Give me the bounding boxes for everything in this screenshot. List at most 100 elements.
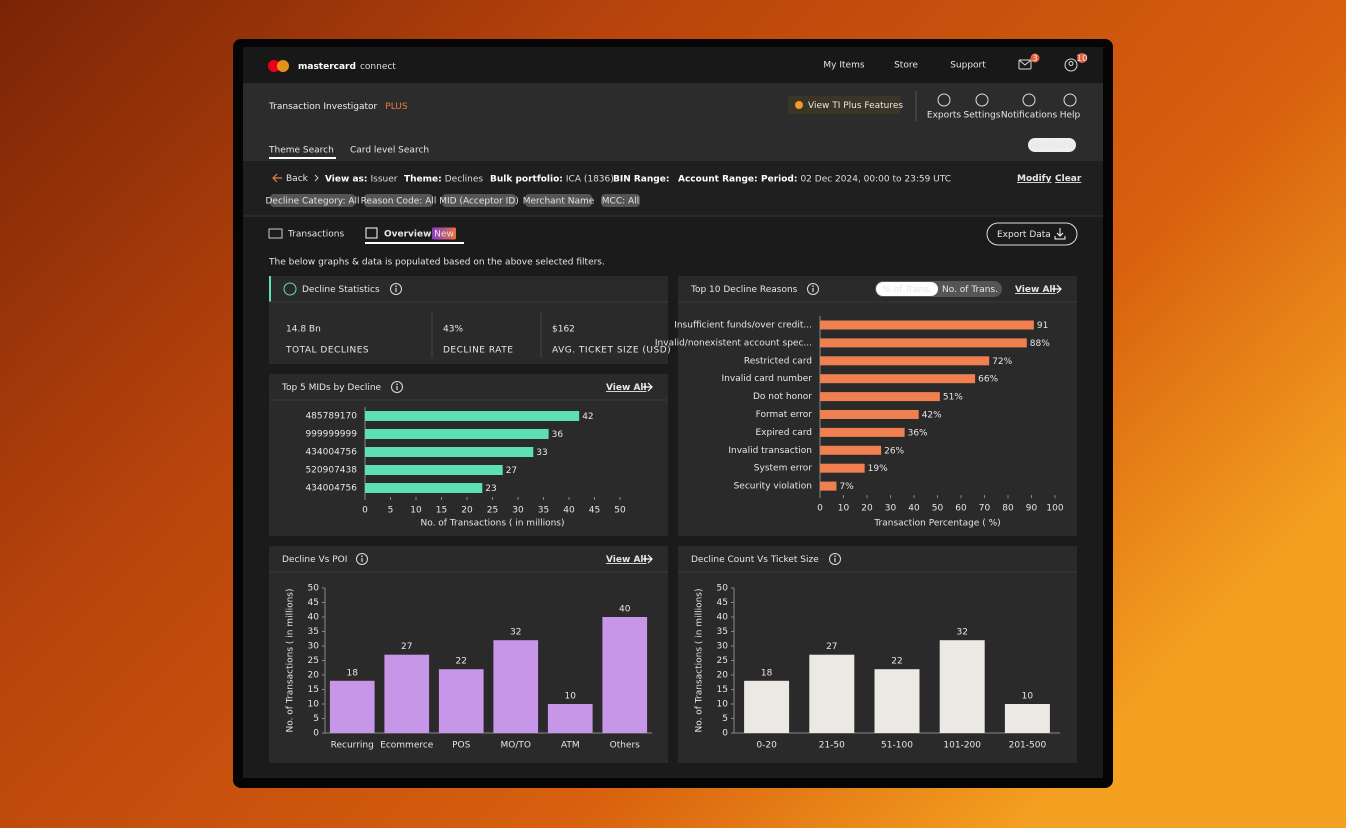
filter-label: Theme: bbox=[404, 174, 442, 184]
tool-icon[interactable] bbox=[1063, 93, 1077, 107]
chip-label[interactable]: MCC: All bbox=[602, 197, 639, 207]
tab[interactable]: Theme Search bbox=[268, 146, 334, 156]
arrow-icon bbox=[643, 382, 653, 392]
filter-item: Account Range: bbox=[678, 174, 758, 184]
category-label: Invalid/nonexistent account spec... bbox=[655, 338, 812, 348]
info-icon[interactable] bbox=[807, 283, 819, 295]
stat-label: DECLINE RATE bbox=[443, 346, 513, 356]
cta-button[interactable] bbox=[788, 96, 901, 114]
chart-title: Top 5 MIDs by Decline bbox=[281, 383, 382, 393]
cta-label[interactable]: View TI Plus Features bbox=[808, 101, 903, 111]
x-tick-label: 0 bbox=[817, 504, 823, 514]
tool-label[interactable]: Notifications bbox=[1001, 111, 1058, 121]
filter-chip[interactable] bbox=[270, 194, 355, 207]
x-axis-label: No. of Transactions ( in millions) bbox=[421, 519, 565, 529]
brand: mastercard connect bbox=[298, 62, 396, 72]
tool-label[interactable]: Help bbox=[1060, 111, 1081, 121]
category-label: Format error bbox=[756, 410, 813, 420]
chip-label[interactable]: MID (Acceptor ID) bbox=[439, 197, 519, 207]
header-band bbox=[243, 83, 1103, 161]
tool-label[interactable]: Exports bbox=[927, 111, 961, 121]
bar bbox=[820, 338, 1027, 348]
feedback-button[interactable] bbox=[1028, 138, 1076, 152]
value-label: 33 bbox=[536, 448, 547, 458]
view-all-link[interactable]: View All bbox=[606, 555, 647, 565]
toggle-option[interactable]: No. of Trans. bbox=[942, 285, 998, 295]
export-label[interactable]: Export Data bbox=[997, 230, 1051, 240]
filter-chip[interactable] bbox=[364, 194, 433, 207]
toggle-option[interactable]: % of Trans. bbox=[882, 285, 932, 295]
bar bbox=[820, 410, 919, 419]
bar bbox=[1004, 704, 1050, 733]
view-all-link[interactable]: View All bbox=[606, 383, 647, 393]
chip-label[interactable]: Reason Code: All bbox=[361, 197, 437, 207]
mail-icon[interactable] bbox=[1018, 59, 1032, 70]
toggle-active bbox=[876, 282, 938, 296]
feedback-label[interactable]: Feedback bbox=[1031, 141, 1075, 151]
category-label: Ecommerce bbox=[380, 741, 434, 751]
filter-chip[interactable] bbox=[442, 194, 516, 207]
nav-link[interactable]: My Items bbox=[823, 61, 864, 71]
category-label: 101-200 bbox=[943, 741, 981, 751]
nav-link[interactable]: Store bbox=[894, 61, 918, 71]
tool-icon[interactable] bbox=[975, 93, 989, 107]
info-icon[interactable] bbox=[390, 283, 402, 295]
chip-label[interactable]: Decline Category: All bbox=[265, 197, 359, 207]
tool-icon[interactable] bbox=[937, 93, 951, 107]
value-label: 10 bbox=[565, 692, 577, 702]
user-icon[interactable] bbox=[1064, 58, 1078, 72]
tab[interactable]: Overview bbox=[384, 230, 431, 240]
y-tick-label: 20 bbox=[717, 671, 729, 681]
x-tick-label: 25 bbox=[487, 506, 498, 516]
y-axis-label: No. of Transactions ( in millions) bbox=[695, 589, 705, 733]
category-label: 21-50 bbox=[819, 741, 845, 751]
category-label: 485789170 bbox=[305, 412, 357, 422]
chart-title: Top 10 Decline Reasons bbox=[690, 285, 798, 295]
bar bbox=[874, 669, 920, 733]
category-label: POS bbox=[452, 741, 471, 751]
bar bbox=[809, 654, 855, 733]
brand-suffix: connect bbox=[360, 62, 396, 72]
back-link[interactable]: Back bbox=[286, 174, 309, 184]
x-tick-label: 40 bbox=[563, 506, 575, 516]
x-tick-label: 50 bbox=[932, 504, 944, 514]
stats-panel bbox=[269, 276, 668, 364]
tab[interactable]: Transactions bbox=[287, 230, 344, 240]
y-tick-label: 50 bbox=[717, 584, 729, 594]
category-label: Insufficient funds/over credit... bbox=[674, 321, 812, 331]
info-icon[interactable] bbox=[829, 553, 841, 565]
category-label: Do not honor bbox=[753, 392, 812, 402]
y-tick-label: 0 bbox=[722, 729, 728, 739]
new-badge-label: New bbox=[434, 230, 454, 240]
modify-link[interactable]: Modify bbox=[1017, 174, 1052, 184]
view-all-link[interactable]: View All bbox=[1015, 285, 1056, 295]
x-tick-label: 40 bbox=[908, 504, 920, 514]
mail-icon-flap bbox=[1018, 59, 1032, 66]
bar bbox=[365, 447, 534, 457]
category-label: System error bbox=[754, 464, 813, 474]
filter-chip[interactable] bbox=[601, 194, 640, 207]
chart-title: Decline Vs POI bbox=[282, 555, 347, 565]
title-plus: PLUS bbox=[385, 102, 408, 112]
filter-chip[interactable] bbox=[525, 194, 592, 207]
info-icon[interactable] bbox=[391, 381, 403, 393]
bar bbox=[547, 704, 593, 733]
x-tick-label: 15 bbox=[436, 506, 447, 516]
filter-label: Period: bbox=[761, 174, 797, 184]
chip-label[interactable]: Merchant Name bbox=[523, 197, 595, 207]
filter-label: Account Range: bbox=[678, 174, 758, 184]
tool-label[interactable]: Settings bbox=[964, 111, 1001, 121]
info-icon-dot bbox=[812, 285, 814, 288]
value-label: 22 bbox=[456, 657, 467, 667]
clear-link[interactable]: Clear bbox=[1055, 174, 1082, 184]
stat-value: $162 bbox=[552, 325, 575, 335]
tool-icon[interactable] bbox=[1022, 93, 1036, 107]
back-arrow[interactable] bbox=[272, 173, 282, 183]
value-label: 91 bbox=[1037, 321, 1048, 331]
value-label: 22 bbox=[891, 657, 902, 667]
info-icon[interactable] bbox=[356, 553, 368, 565]
nav-link[interactable]: Support bbox=[950, 61, 986, 71]
tab[interactable]: Card level Search bbox=[350, 146, 429, 156]
bar bbox=[438, 669, 484, 733]
export-button[interactable] bbox=[986, 222, 1078, 246]
